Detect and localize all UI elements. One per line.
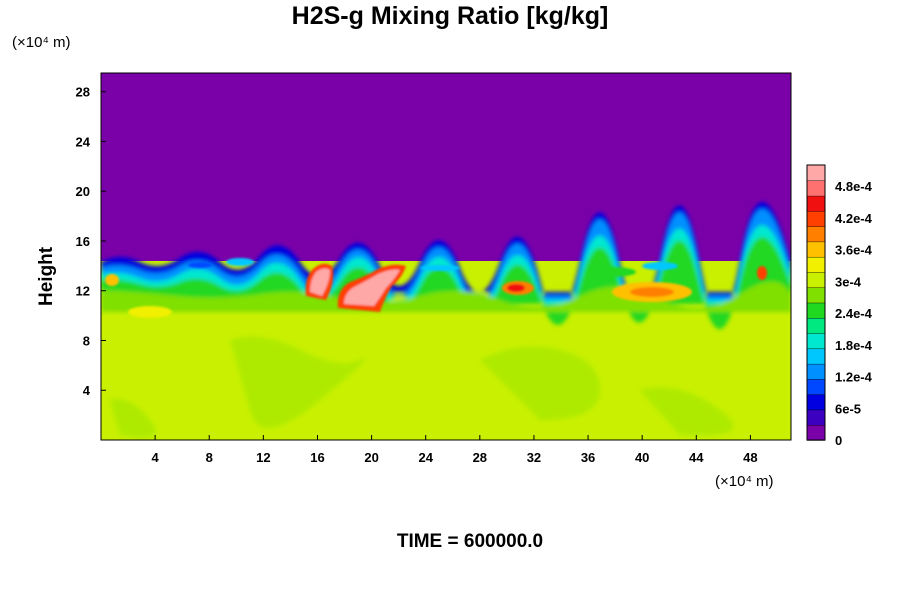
plot-frame	[100, 72, 792, 441]
colorbar-swatch	[806, 241, 826, 258]
colorbar-swatch	[806, 180, 826, 197]
warm-spot-lower-left	[128, 306, 172, 318]
y-tick-label: 4	[83, 383, 91, 398]
colorbar-swatch	[806, 287, 826, 304]
colorbar-tick-label: 4.8e-4	[835, 179, 873, 194]
x-tick-label: 16	[310, 450, 324, 465]
x-tick-label: 24	[418, 450, 433, 465]
colorbar-swatch	[806, 164, 826, 181]
streaks	[188, 258, 678, 277]
x-ticks: 4 8 12 16 20 24 28 32 36 40 44 48	[152, 435, 758, 465]
pattern	[230, 336, 365, 428]
pattern	[640, 387, 734, 436]
streak	[226, 258, 254, 266]
x-tick-label: 20	[364, 450, 378, 465]
colorbar-swatch	[806, 317, 826, 334]
colorbar-tick-label: 0	[835, 433, 842, 448]
colorbar-tick-label: 3.6e-4	[835, 243, 873, 258]
y-unit-label: (×10⁴ m)	[12, 34, 71, 51]
x-tick-label: 32	[527, 450, 541, 465]
x-tick-label: 12	[256, 450, 270, 465]
streak	[188, 262, 212, 268]
warm-spot-left	[105, 274, 119, 286]
streak	[420, 265, 460, 271]
colorbar-swatch	[806, 393, 826, 411]
y-tick-label: 28	[76, 85, 90, 100]
y-tick-label: 12	[76, 284, 90, 299]
pattern	[110, 399, 156, 438]
y-tick-label: 20	[76, 184, 90, 199]
colorbar-swatch	[806, 225, 826, 243]
colorbar-swatch	[806, 195, 826, 212]
colorbar-swatch	[806, 256, 826, 273]
hot-zone-left-core	[310, 268, 330, 296]
hot-zone-right-core	[507, 284, 525, 292]
colorbar-swatch	[806, 378, 826, 395]
colorbar-tick-label: 3e-4	[835, 274, 862, 289]
x-tick-label: 40	[635, 450, 649, 465]
x-tick-label: 4	[152, 450, 160, 465]
colorbar-frame	[806, 164, 826, 441]
colorbar-tick-label: 1.2e-4	[835, 370, 873, 385]
warm-zone-far-right-core	[630, 287, 674, 297]
y-ticks: 4 8 12 16 20 24 28	[76, 85, 106, 398]
colorbar-swatch	[806, 424, 826, 441]
streak	[588, 267, 636, 277]
colorbar	[806, 164, 826, 441]
colorbar-tick-label: 1.8e-4	[835, 338, 873, 353]
high-concentration	[105, 263, 767, 318]
y-tick-label: 8	[83, 333, 90, 348]
time-label: TIME = 600000.0	[396, 531, 544, 552]
hot-spot-right	[757, 266, 767, 280]
colorbar-ticks: 0 6e-5 1.2e-4 1.8e-4 2.4e-4 3e-4 3.6e-4 4.2e-4 4…	[835, 179, 873, 448]
lower-patterns	[110, 336, 734, 438]
pattern	[480, 346, 600, 420]
streak	[642, 262, 678, 270]
colorbar-swatch	[806, 302, 826, 319]
colorbar-tick-label: 6e-5	[835, 401, 861, 416]
x-tick-label: 44	[689, 450, 704, 465]
x-tick-label: 8	[206, 450, 213, 465]
x-tick-label: 36	[581, 450, 595, 465]
colorbar-swatch	[806, 348, 826, 365]
colorbar-swatch	[806, 363, 826, 380]
y-tick-label: 16	[76, 234, 90, 249]
x-unit-label: (×10⁴ m)	[715, 473, 774, 490]
chart-title: H2S-g Mixing Ratio [kg/kg]	[291, 2, 609, 30]
x-tick-label: 48	[743, 450, 757, 465]
colorbar-swatch	[806, 210, 826, 227]
colorbar-swatch	[806, 409, 826, 426]
heatmap-field	[101, 73, 791, 440]
colorbar-swatch	[806, 271, 826, 288]
colorbar-swatch	[806, 332, 826, 350]
colorbar-tick-label: 4.2e-4	[835, 211, 873, 226]
x-tick-label: 28	[473, 450, 487, 465]
colorbar-tick-label: 2.4e-4	[835, 306, 873, 321]
y-tick-label: 24	[76, 134, 91, 149]
hot-zone-center-core	[344, 269, 400, 306]
